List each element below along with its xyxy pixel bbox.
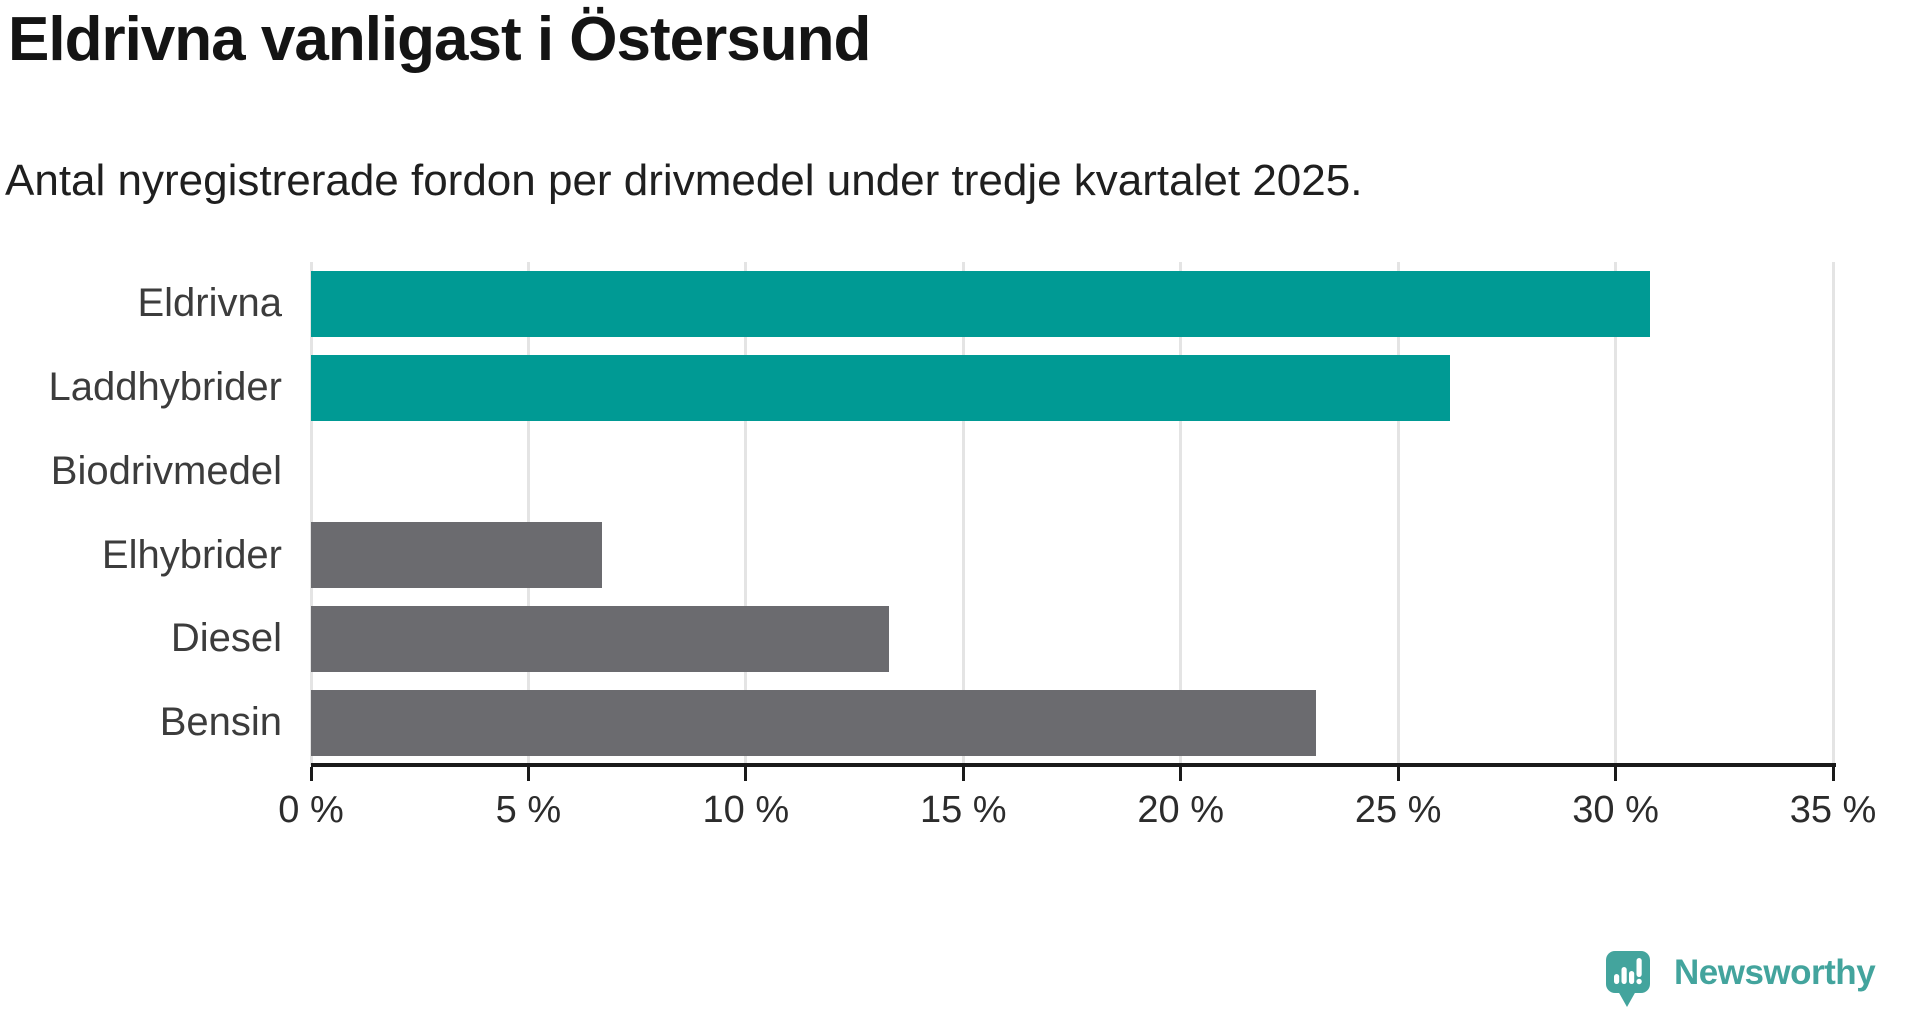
gridline-5 (526, 262, 530, 765)
gridline-10 (744, 262, 748, 765)
x-tick-label: 10 % (702, 789, 790, 831)
gridline-20 (1179, 262, 1183, 765)
category-label-biodrivmedel: Biodrivmedel (50, 448, 282, 493)
x-tick-label: 35 % (1789, 789, 1877, 831)
gridline-0 (309, 262, 313, 765)
x-axis-tick (309, 767, 313, 781)
plot-area: 0 % 5 % 10 % 15 % 20 % 25 % 30 % 35 % (278, 262, 1876, 831)
x-axis-tick (1831, 767, 1835, 781)
chart-title: Eldrivna vanligast i Östersund (8, 5, 871, 74)
x-axis-tick (526, 767, 530, 781)
newsworthy-logo-icon (1606, 951, 1650, 1007)
x-tick-label: 20 % (1137, 789, 1225, 831)
category-label-elhybrider: Elhybrider (101, 532, 282, 577)
category-label-diesel: Diesel (170, 616, 282, 661)
x-tick-label: 5 % (495, 789, 562, 831)
category-label-bensin: Bensin (159, 700, 282, 745)
category-label-laddhybrider: Laddhybrider (48, 364, 283, 409)
x-tick-label: 0 % (278, 789, 344, 831)
x-axis-tick (961, 767, 965, 781)
bar-diesel (311, 606, 890, 673)
bar-laddhybrider (311, 354, 1451, 421)
x-axis-tick (744, 767, 748, 781)
gridline-15 (961, 262, 965, 765)
x-tick-label: 30 % (1572, 789, 1659, 831)
chart-subtitle: Antal nyregistrerade fordon per drivmede… (5, 156, 1363, 205)
x-axis-line (311, 763, 1836, 767)
bar-bensin (311, 690, 1316, 757)
x-axis-tick (1396, 767, 1400, 781)
category-label-eldrivna: Eldrivna (137, 281, 282, 325)
gridline-30 (1614, 262, 1618, 765)
x-tick-label: 25 % (1354, 789, 1442, 831)
bar-eldrivna (311, 270, 1651, 337)
newsworthy-logo-text: Newsworthy (1674, 953, 1876, 992)
y-axis-labels: Eldrivna Laddhybrider Biodrivmedel Elhybrid… (0, 262, 283, 765)
x-axis-tick (1179, 767, 1183, 781)
gridline-25 (1396, 262, 1400, 765)
x-axis-tick (1614, 767, 1618, 781)
newsworthy-logo: Newsworthy (1606, 951, 1876, 1008)
x-tick-label: 15 % (919, 789, 1007, 831)
bar-elhybrider (311, 522, 603, 589)
gridline-35 (1831, 262, 1835, 765)
